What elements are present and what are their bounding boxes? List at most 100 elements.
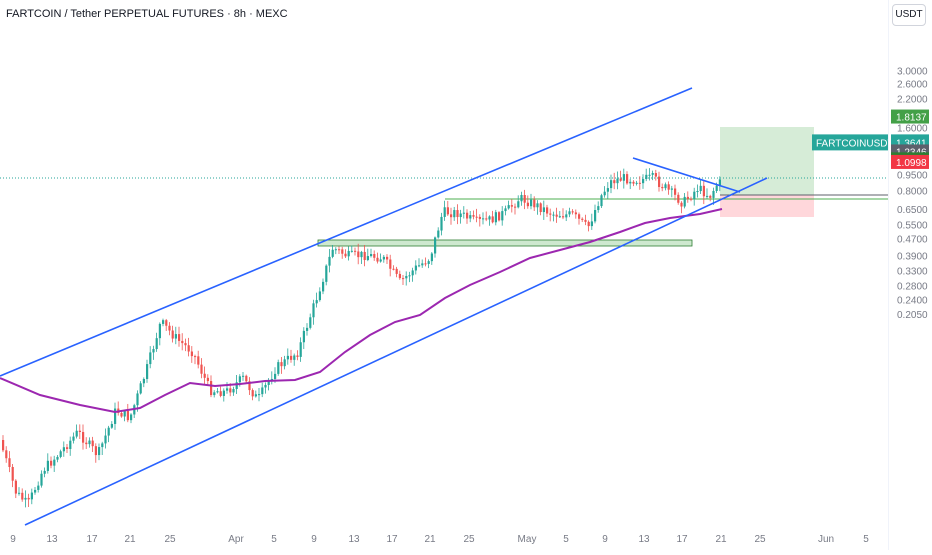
- candle-body: [21, 492, 24, 500]
- candle-body: [421, 263, 424, 266]
- candle-body: [376, 257, 379, 262]
- candle-body: [597, 206, 600, 211]
- candles-group: [2, 168, 721, 508]
- candle-body: [123, 410, 126, 417]
- candle-body: [197, 356, 200, 365]
- candle-body: [424, 263, 427, 265]
- candle-body: [520, 194, 523, 202]
- candle-body: [658, 176, 661, 187]
- candle-body: [299, 342, 302, 357]
- candle-body: [373, 254, 376, 258]
- candle-body: [331, 249, 334, 257]
- candle-body: [325, 265, 328, 282]
- candle-body: [312, 303, 315, 318]
- candle-body: [187, 345, 190, 352]
- time-tick-label: 25: [754, 534, 766, 545]
- candle-body: [651, 173, 654, 175]
- currency-button[interactable]: USDT: [892, 4, 926, 26]
- time-tick-label: 9: [311, 534, 317, 545]
- price-axis-separator: [888, 0, 889, 550]
- candle-body: [565, 214, 568, 218]
- candle-body: [277, 362, 280, 374]
- candle-body: [638, 182, 641, 184]
- candle-body: [158, 323, 161, 339]
- candle-body: [693, 191, 696, 200]
- candle-body: [245, 375, 248, 382]
- candle-body: [296, 355, 299, 357]
- candle-body: [130, 414, 133, 421]
- price-tick-label: 0.3300: [897, 267, 928, 278]
- candle-body: [504, 208, 507, 212]
- candle-body: [635, 182, 638, 184]
- candle-body: [510, 205, 513, 207]
- candle-body: [344, 253, 347, 257]
- candle-body: [91, 440, 94, 447]
- candle-body: [539, 203, 542, 213]
- candle-body: [318, 291, 321, 301]
- candle-body: [686, 196, 689, 199]
- price-tick-label: 2.6000: [897, 79, 928, 90]
- candle-body: [350, 250, 353, 252]
- candle-body: [261, 387, 264, 395]
- candle-body: [155, 338, 158, 350]
- candle-body: [5, 450, 8, 459]
- candle-body: [293, 355, 296, 360]
- candle-body: [616, 178, 619, 184]
- support-zone: [317, 239, 693, 247]
- time-tick-label: 5: [563, 534, 569, 545]
- candle-body: [382, 256, 385, 260]
- candle-body: [475, 216, 478, 218]
- candle-body: [712, 190, 715, 198]
- candle-body: [690, 198, 693, 200]
- candle-body: [213, 392, 216, 396]
- candle-body: [242, 375, 245, 377]
- candle-body: [526, 202, 529, 207]
- candle-body: [190, 351, 193, 357]
- candle-body: [152, 349, 155, 353]
- candle-body: [302, 330, 305, 343]
- candle-body: [309, 317, 312, 328]
- candle-body: [258, 394, 261, 396]
- candle-body: [315, 300, 318, 304]
- candle-body: [94, 446, 97, 456]
- candle-body: [613, 180, 616, 184]
- candle-body: [43, 470, 46, 474]
- candle-body: [18, 492, 21, 494]
- candle-body: [101, 443, 104, 448]
- candle-body: [430, 253, 433, 262]
- time-tick-label: May: [518, 534, 537, 545]
- moving-average-line: [0, 208, 723, 414]
- candle-body: [379, 259, 382, 262]
- candle-body: [606, 188, 609, 192]
- candle-body: [523, 194, 526, 203]
- time-tick-label: 21: [124, 534, 136, 545]
- candle-body: [469, 215, 472, 219]
- candle-body: [654, 173, 657, 177]
- candle-body: [619, 178, 622, 181]
- candle-body: [587, 221, 590, 227]
- candle-body: [174, 334, 177, 339]
- time-tick-label: 13: [638, 534, 650, 545]
- candle-body: [558, 216, 561, 218]
- candle-body: [222, 390, 225, 396]
- candle-body: [206, 377, 209, 382]
- candle-body: [437, 230, 440, 238]
- candle-body: [50, 460, 53, 466]
- candle-body: [562, 216, 565, 218]
- candle-body: [229, 388, 232, 393]
- candle-body: [709, 195, 712, 198]
- candle-body: [178, 334, 181, 341]
- candle-body: [402, 278, 405, 280]
- candle-body: [104, 435, 107, 444]
- time-tick-label: 13: [348, 534, 360, 545]
- candle-body: [408, 275, 411, 277]
- candle-body: [200, 364, 203, 374]
- candle-body: [232, 389, 235, 393]
- time-tick-label: 25: [463, 534, 475, 545]
- candle-body: [11, 466, 14, 481]
- candle-body: [251, 390, 254, 397]
- candle-body: [411, 270, 414, 276]
- target-zone: [720, 127, 814, 195]
